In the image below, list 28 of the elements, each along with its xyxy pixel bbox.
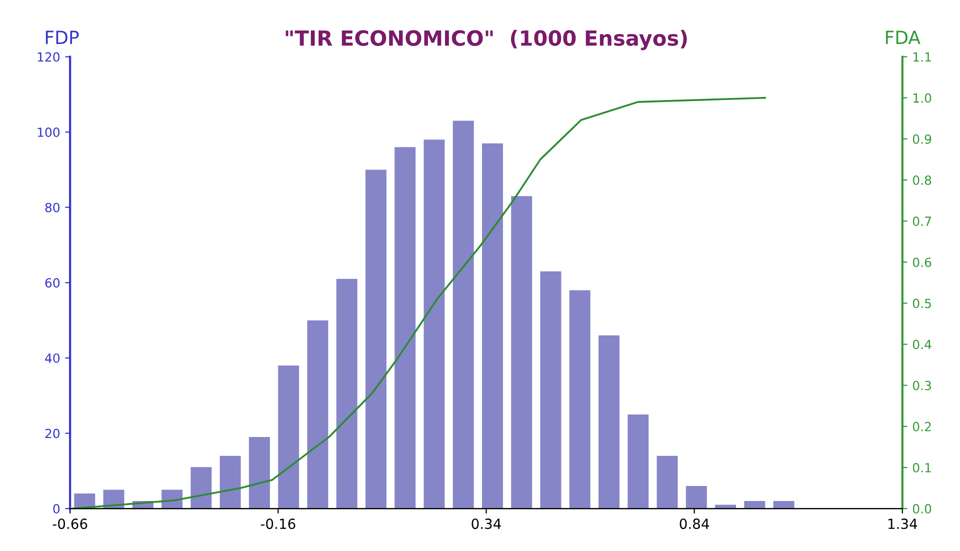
y2-tick-label: 1.0 bbox=[913, 93, 932, 103]
y2-axis-title: FDA bbox=[886, 30, 920, 44]
y-tick-label: 0 bbox=[53, 504, 60, 514]
y2-tick-label: 0.5 bbox=[912, 298, 931, 308]
y-tick-label: 20 bbox=[45, 428, 60, 438]
y2-tick-label: 0.0 bbox=[912, 504, 932, 514]
y-tick-label: 80 bbox=[45, 202, 60, 212]
y2-tick-label: 0.1 bbox=[912, 462, 931, 472]
y-tick-label: 60 bbox=[45, 278, 60, 288]
y2-tick-label: 0.7 bbox=[912, 216, 931, 226]
x-tick-label: -0.66 bbox=[52, 518, 88, 530]
x-tick-label: -0.16 bbox=[260, 518, 296, 530]
y2-tick-label: 0.2 bbox=[912, 422, 931, 432]
x-tick-label: 0.34 bbox=[472, 518, 501, 530]
y2-tick-label: 0.4 bbox=[912, 340, 932, 350]
x-tick-label: 0.84 bbox=[680, 518, 710, 530]
chart-title: "TIR ECONOMICO" (1000 Ensayos) bbox=[286, 30, 687, 50]
x-tick-label: 1.34 bbox=[888, 518, 918, 530]
y-tick-label: 40 bbox=[45, 353, 60, 363]
y2-tick-label: 1.1 bbox=[913, 52, 931, 62]
y-tick-label: 120 bbox=[38, 52, 60, 62]
y2-tick-label: 0.9 bbox=[912, 134, 932, 144]
y2-tick-label: 0.8 bbox=[912, 175, 932, 185]
y-axis-title: FDP bbox=[46, 30, 79, 44]
y2-tick-label: 0.6 bbox=[912, 258, 932, 268]
y2-tick-label: 0.3 bbox=[912, 380, 931, 390]
y-tick-label: 100 bbox=[38, 128, 60, 137]
line-series bbox=[72, 96, 766, 509]
